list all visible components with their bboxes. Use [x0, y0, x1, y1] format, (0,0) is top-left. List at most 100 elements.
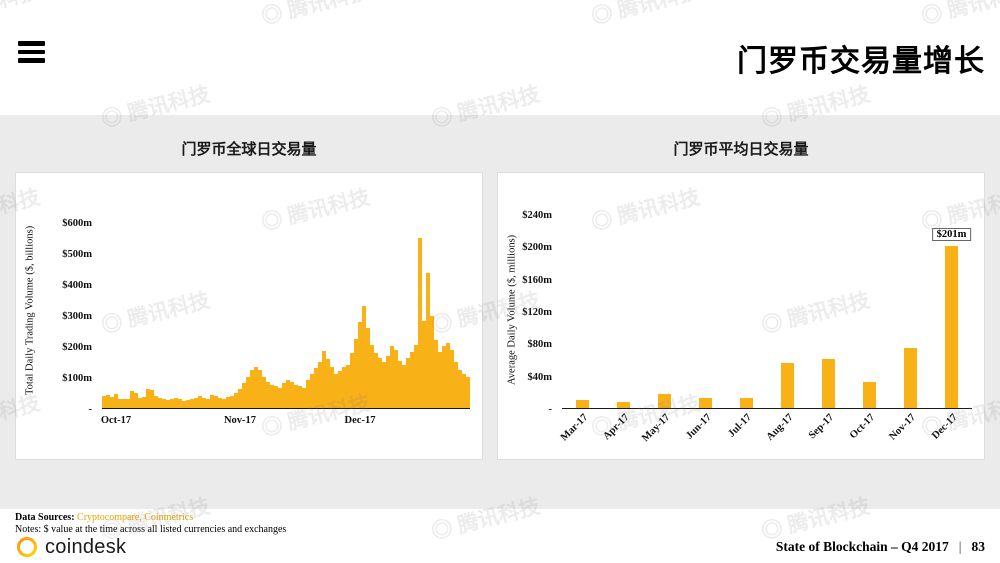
bar-slot: Aug-17 — [764, 211, 808, 443]
bar-slot: Mar-17 — [559, 211, 603, 443]
bar — [418, 238, 422, 408]
bar — [358, 321, 362, 408]
bar — [322, 350, 326, 408]
y-tick-label: - — [88, 404, 93, 415]
bar — [202, 397, 206, 408]
bar — [170, 399, 174, 408]
bar-slot — [350, 211, 354, 408]
bar — [154, 395, 158, 408]
left-chart-title: 门罗币全球日交易量 — [181, 141, 317, 158]
bar-slot — [114, 211, 118, 408]
bar-slot — [138, 211, 142, 408]
bar-slot — [426, 211, 430, 408]
bar — [438, 351, 442, 408]
bar — [382, 361, 386, 408]
bar-slot — [186, 211, 190, 408]
bar — [182, 400, 186, 408]
bar-slot — [382, 211, 386, 408]
y-tick-label: $300m — [62, 311, 92, 323]
bar — [254, 367, 258, 408]
bar-slot — [446, 211, 450, 408]
bar — [434, 339, 438, 408]
bar — [386, 355, 390, 408]
y-tick-label: $40m — [527, 371, 553, 383]
bar — [426, 272, 430, 408]
bar-slot — [230, 211, 234, 408]
bar — [390, 346, 394, 408]
watermark: ◎ 腾讯科技 — [0, 0, 43, 29]
bar — [266, 381, 270, 408]
data-sources-label: Data Sources: — [15, 512, 78, 523]
x-tick-label: Dec-17 — [929, 412, 960, 442]
bar — [414, 344, 418, 408]
hamburger-icon — [18, 41, 45, 46]
bar — [334, 373, 338, 408]
bar-slot — [158, 211, 162, 408]
bar — [218, 397, 222, 408]
bar — [740, 398, 753, 408]
bar-slot — [390, 211, 394, 408]
bar — [446, 343, 450, 408]
watermark: ◎ 腾讯科技 — [259, 0, 373, 30]
bar-slot — [370, 211, 374, 408]
y-tick-label: $120m — [522, 307, 552, 319]
page-number: 83 — [971, 539, 986, 554]
x-tick-label: Apr-17 — [601, 412, 632, 443]
bar — [330, 367, 334, 408]
bar — [410, 351, 414, 408]
bar-slot: $201m Dec-17 — [930, 211, 972, 442]
bar-slot — [242, 211, 246, 408]
bar-slot — [254, 211, 258, 408]
bar — [406, 358, 410, 408]
bar — [290, 382, 294, 408]
bar — [454, 361, 458, 408]
bar-slot — [438, 211, 442, 408]
bar — [246, 377, 250, 408]
bar-slot — [326, 211, 330, 408]
menu-button[interactable] — [18, 41, 46, 63]
bar — [190, 398, 194, 408]
bar-slot — [142, 211, 146, 408]
bar — [106, 395, 110, 408]
bar — [398, 361, 402, 408]
y-tick-label: $200m — [522, 242, 552, 254]
plot-area: Oct-17 Nov-17 Dec-17 — [101, 211, 470, 426]
bar-slot — [462, 211, 466, 408]
bar — [576, 399, 589, 408]
bar — [118, 398, 122, 408]
bar-slot — [214, 211, 218, 408]
bar-slot — [346, 211, 350, 408]
bar — [945, 246, 958, 408]
bar-slot — [298, 211, 302, 408]
bar — [302, 387, 306, 408]
bar-slot — [286, 211, 290, 408]
bar-slot: May-17 — [640, 211, 685, 444]
bar-slot: Oct-17 — [848, 211, 890, 441]
bar-slot — [366, 211, 370, 408]
x-tick-label: May-17 — [640, 412, 673, 445]
bar — [146, 388, 150, 408]
bar-slot: Jun-17 — [684, 211, 726, 442]
bar — [374, 352, 378, 408]
data-source-links[interactable]: Cryptocompare, Coinmetrics — [77, 512, 194, 523]
bar — [310, 374, 314, 408]
bar-slot — [278, 211, 282, 408]
bar-slot — [402, 211, 406, 408]
bar — [338, 371, 342, 408]
bar-slot — [322, 211, 326, 408]
bar — [258, 369, 262, 408]
bar — [226, 396, 230, 408]
bar-slot — [418, 211, 422, 408]
bar — [781, 362, 794, 408]
bar — [326, 358, 330, 408]
page-title: 门罗币交易量增长 — [737, 45, 985, 78]
bar-slot — [258, 211, 262, 408]
value-callout: $201m — [931, 228, 972, 242]
bar — [230, 395, 234, 408]
bar-slot — [146, 211, 150, 408]
bar — [362, 306, 366, 408]
bar — [294, 384, 298, 408]
x-tick-label: Mar-17 — [558, 412, 591, 444]
bar — [122, 399, 126, 408]
